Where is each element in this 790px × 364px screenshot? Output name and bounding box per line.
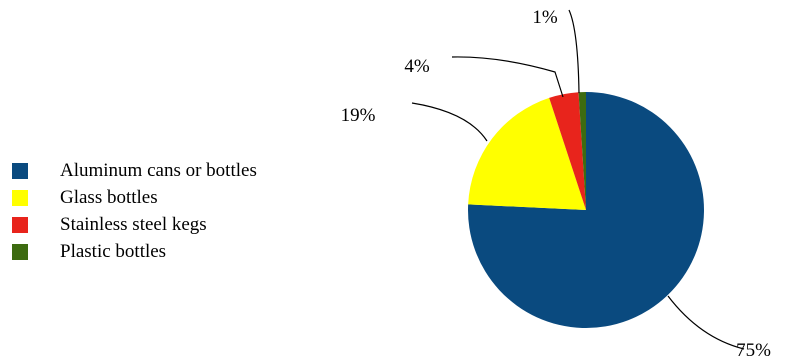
legend-label-glass: Glass bottles: [60, 187, 158, 208]
legend-label-aluminum: Aluminum cans or bottles: [60, 160, 257, 181]
data-label-glass: 19%: [341, 105, 376, 126]
pie-slice-glass: [468, 97, 586, 210]
legend: Aluminum cans or bottles Glass bottles S…: [12, 157, 257, 265]
leader-line-plastic: [568, 9, 580, 94]
legend-swatch-glass: [12, 189, 28, 206]
pie-slice-kegs: [549, 92, 586, 210]
leader-line-glass: [411, 102, 488, 142]
legend-swatch-plastic: [12, 243, 28, 260]
data-label-plastic: 1%: [532, 7, 558, 28]
legend-label-plastic: Plastic bottles: [60, 241, 167, 262]
legend-swatch-kegs: [12, 216, 28, 233]
legend-label-kegs: Stainless steel kegs: [60, 214, 207, 235]
leader-line-aluminum: [667, 295, 745, 350]
data-label-aluminum: 75%: [736, 340, 771, 361]
legend-item-plastic: Plastic bottles: [12, 238, 257, 265]
data-label-kegs: 4%: [404, 56, 430, 77]
legend-swatch-aluminum: [12, 162, 28, 179]
pie-slice-plastic: [578, 92, 586, 210]
legend-item-glass: Glass bottles: [12, 184, 257, 211]
legend-item-kegs: Stainless steel kegs: [12, 211, 257, 238]
legend-item-aluminum: Aluminum cans or bottles: [12, 157, 257, 184]
leader-line-kegs: [451, 56, 564, 98]
